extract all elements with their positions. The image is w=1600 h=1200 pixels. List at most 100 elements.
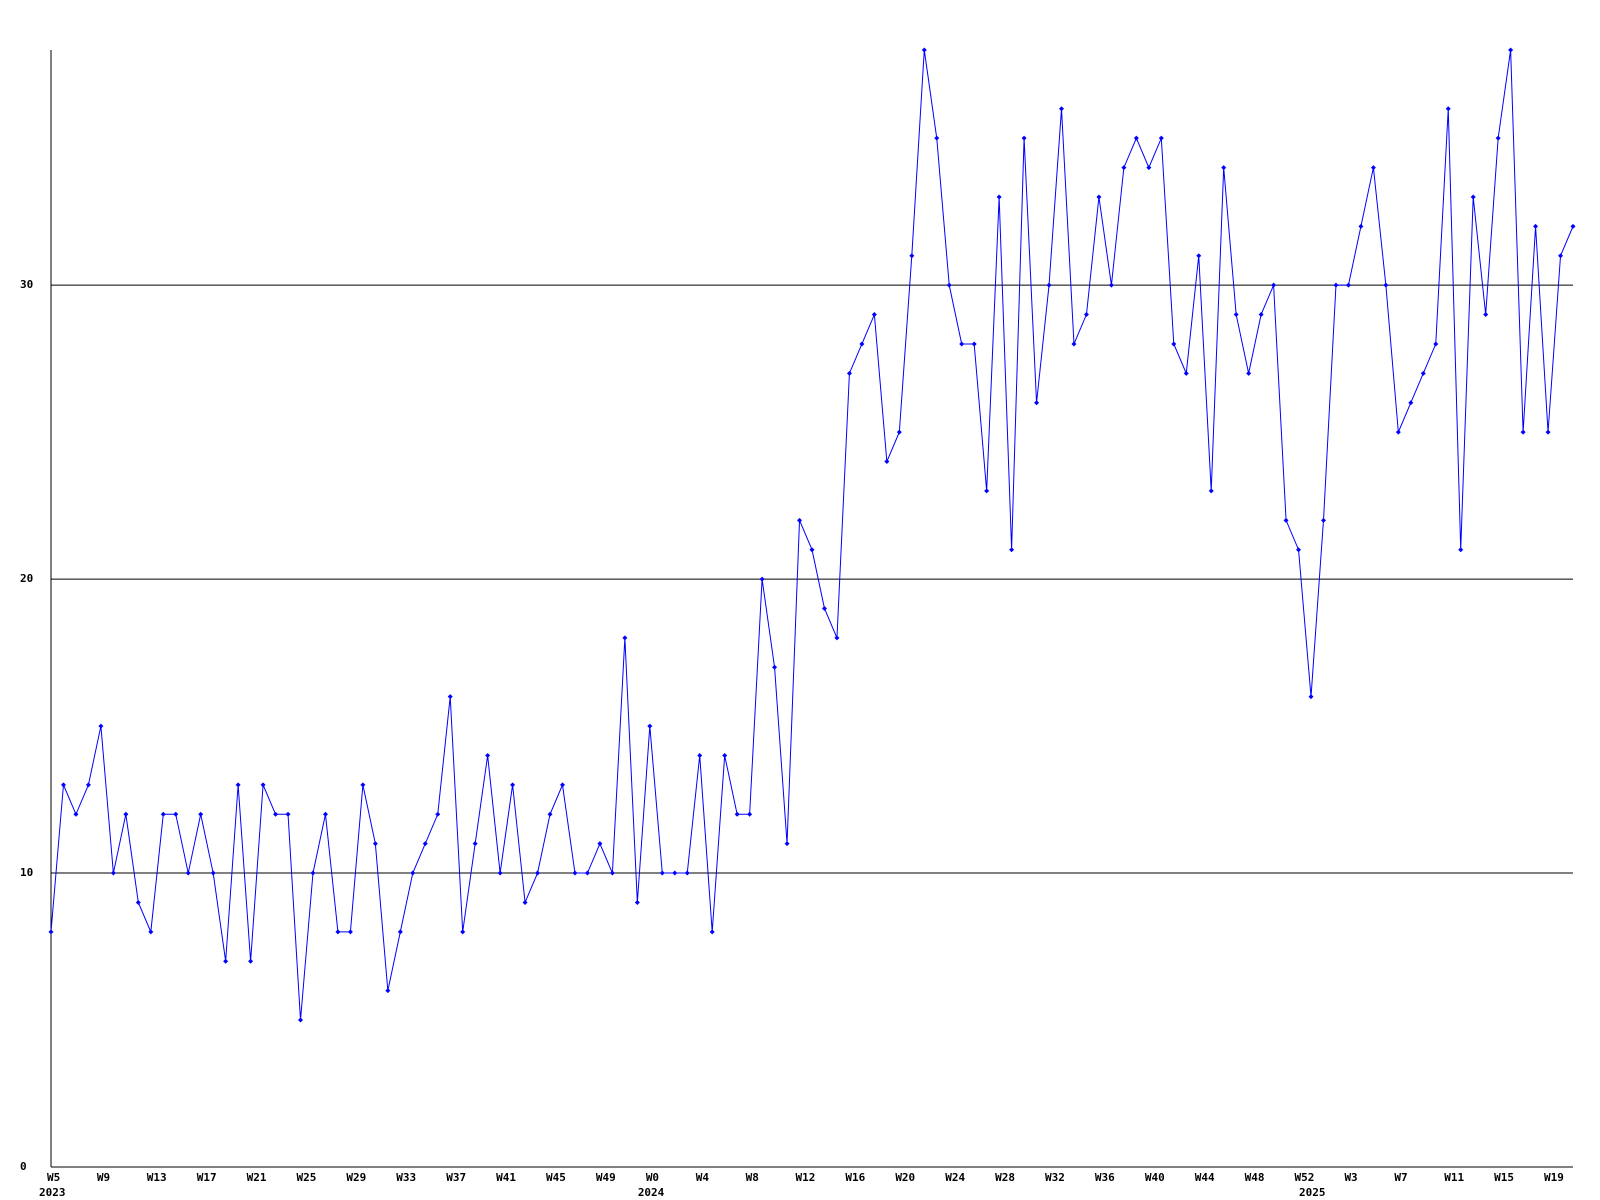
data-point — [1233, 312, 1239, 318]
x-tick-label: W28 — [995, 1171, 1015, 1184]
x-tick-label: W32 — [1045, 1171, 1065, 1184]
year-label: 2023 — [39, 1186, 66, 1199]
data-point — [185, 870, 191, 876]
data-point — [1508, 47, 1514, 53]
data-point — [60, 782, 66, 788]
x-tick-label: W8 — [746, 1171, 759, 1184]
x-tick-label: W15 — [1494, 1171, 1514, 1184]
data-point — [210, 870, 216, 876]
data-point — [1296, 547, 1302, 553]
data-point — [1358, 223, 1364, 229]
data-point — [422, 841, 428, 847]
data-point — [1458, 547, 1464, 553]
data-point — [485, 752, 491, 758]
data-point — [1558, 253, 1564, 259]
data-point — [522, 899, 528, 905]
data-point — [1345, 282, 1351, 288]
data-point — [123, 811, 129, 817]
data-point — [609, 870, 615, 876]
data-point — [1258, 312, 1264, 318]
x-tick-label: W52 — [1295, 1171, 1315, 1184]
x-tick-label: W33 — [396, 1171, 416, 1184]
data-point — [1570, 223, 1576, 229]
data-point — [160, 811, 166, 817]
data-point — [809, 547, 815, 553]
data-point — [1146, 165, 1152, 171]
data-point — [372, 841, 378, 847]
data-point — [1271, 282, 1277, 288]
x-tick-label: W7 — [1394, 1171, 1407, 1184]
data-point — [73, 811, 79, 817]
data-point — [1545, 429, 1551, 435]
x-tick-label: W29 — [346, 1171, 366, 1184]
data-point — [1483, 312, 1489, 318]
y-tick-label: 20 — [20, 572, 33, 585]
x-tick-label: W11 — [1444, 1171, 1464, 1184]
x-tick-label: W21 — [247, 1171, 267, 1184]
data-point — [1445, 106, 1451, 112]
x-tick-label: W25 — [297, 1171, 317, 1184]
x-tick-label: W12 — [796, 1171, 816, 1184]
data-point — [971, 341, 977, 347]
data-point — [1096, 194, 1102, 200]
data-point — [1196, 253, 1202, 259]
data-point — [447, 694, 453, 700]
data-point — [984, 488, 990, 494]
data-point — [722, 752, 728, 758]
data-point — [260, 782, 266, 788]
data-point — [747, 811, 753, 817]
data-point — [248, 958, 254, 964]
data-point — [559, 782, 565, 788]
data-point — [298, 1017, 304, 1023]
data-point — [734, 811, 740, 817]
data-point — [934, 135, 940, 141]
data-point — [709, 929, 715, 935]
data-point — [547, 811, 553, 817]
data-point — [1071, 341, 1077, 347]
x-tick-label: W36 — [1095, 1171, 1115, 1184]
data-point — [510, 782, 516, 788]
data-point — [584, 870, 590, 876]
data-point — [1420, 370, 1426, 376]
data-point — [684, 870, 690, 876]
data-point — [1308, 694, 1314, 700]
data-point — [896, 429, 902, 435]
data-point — [647, 723, 653, 729]
x-tick-label: W41 — [496, 1171, 516, 1184]
data-point — [1246, 370, 1252, 376]
x-tick-label: W20 — [895, 1171, 915, 1184]
data-point — [784, 841, 790, 847]
data-point — [921, 47, 927, 53]
data-point — [909, 253, 915, 259]
x-tick-label: W45 — [546, 1171, 566, 1184]
data-point — [946, 282, 952, 288]
data-point — [310, 870, 316, 876]
y-tick-label: 0 — [20, 1160, 27, 1173]
data-point — [859, 341, 865, 347]
data-point — [435, 811, 441, 817]
data-point — [1034, 400, 1040, 406]
data-point — [460, 929, 466, 935]
data-point — [572, 870, 578, 876]
data-point — [959, 341, 965, 347]
data-point — [821, 606, 827, 611]
data-point — [1495, 135, 1501, 141]
data-point — [697, 752, 703, 758]
data-point — [672, 870, 678, 876]
data-point — [1320, 517, 1326, 523]
data-point — [535, 870, 541, 876]
x-tick-label: W44 — [1195, 1171, 1215, 1184]
data-point — [1470, 194, 1476, 200]
data-point — [1133, 135, 1139, 141]
data-point — [347, 929, 353, 935]
data-point — [1533, 223, 1539, 229]
data-point — [659, 870, 665, 876]
y-tick-label: 30 — [20, 278, 33, 291]
data-point — [834, 635, 840, 641]
data-point — [1158, 135, 1164, 141]
data-point — [1108, 282, 1114, 288]
x-tick-label: W9 — [97, 1171, 110, 1184]
data-point — [634, 899, 640, 905]
data-point — [85, 782, 91, 788]
data-point — [597, 841, 603, 847]
